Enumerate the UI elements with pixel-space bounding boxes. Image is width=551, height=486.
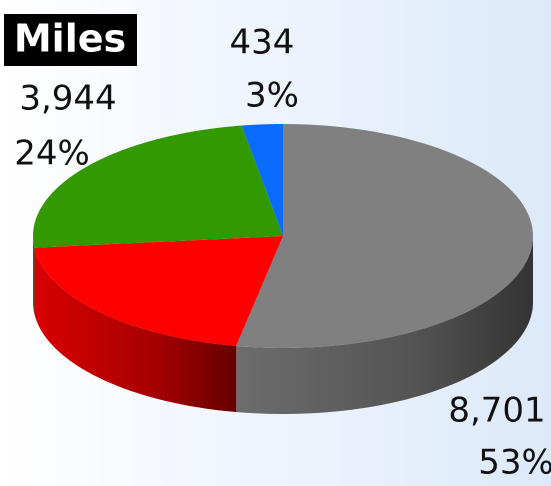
slice [241, 124, 283, 236]
slice-side-shade [236, 236, 533, 414]
slice [34, 236, 283, 347]
title-box [4, 14, 137, 66]
value-label: 434 [230, 23, 295, 63]
percent-label: 3% [245, 76, 299, 116]
slice [236, 124, 533, 348]
slice [33, 125, 283, 248]
percent-label: 24% [14, 134, 90, 174]
value-label: 8,701 [448, 391, 545, 431]
slice-side-shade [34, 247, 237, 413]
percent-label: 53% [478, 443, 551, 483]
value-label: 3,944 [19, 79, 116, 119]
chart-title: Miles [14, 17, 126, 61]
pie [33, 124, 533, 414]
labels: 8,701 53% 3,944 24% 434 3% [14, 23, 551, 483]
slice-side-shade [33, 236, 35, 314]
